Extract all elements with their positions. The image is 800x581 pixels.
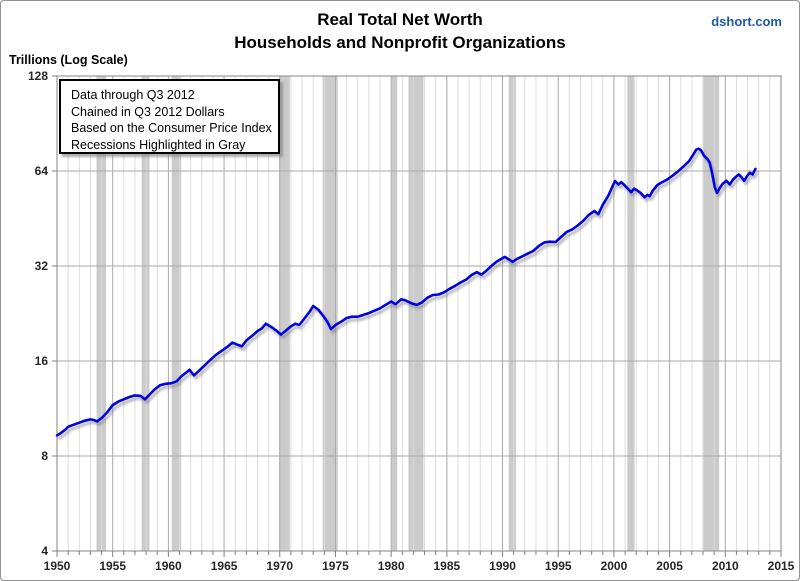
y-tick-label: 64	[35, 164, 49, 178]
x-tick-label: 1975	[322, 559, 349, 573]
recession-band	[322, 76, 338, 551]
recession-band	[702, 76, 720, 551]
recession-band	[279, 76, 290, 551]
x-tick-label: 1985	[433, 559, 460, 573]
x-tick-label: 1950	[44, 559, 71, 573]
x-tick-label: 1970	[266, 559, 293, 573]
x-tick-label: 2010	[712, 559, 739, 573]
annotation-line: Based on the Consumer Price Index	[71, 121, 272, 135]
watermark-dshort: dshort.com	[711, 14, 782, 29]
net-worth-series-line	[55, 147, 757, 437]
chart-title-block: Real Total Net Worth Households and Nonp…	[1, 8, 799, 54]
recession-band	[391, 76, 398, 551]
chart-subtitle: Households and Nonprofit Organizations	[234, 33, 566, 52]
annotation-line: Data through Q3 2012	[71, 88, 195, 102]
y-tick-label: 128	[28, 69, 48, 83]
annotation-line: Recessions Highlighted in Gray	[71, 137, 246, 152]
recession-band	[141, 76, 150, 551]
x-tick-label: 2015	[768, 559, 795, 573]
recession-band	[627, 76, 635, 551]
chart-title: Real Total Net Worth	[317, 10, 483, 29]
y-tick-label: 8	[41, 449, 48, 463]
annotation-line: Chained in Q3 2012 Dollars	[71, 104, 225, 119]
x-tick-label: 1960	[155, 559, 182, 573]
annotation-box: Data through Q3 2012 Chained in Q3 2012 …	[59, 79, 280, 154]
x-tick-label: 1965	[211, 559, 238, 573]
y-tick-label: 16	[35, 354, 49, 368]
x-tick-label: 1980	[378, 559, 405, 573]
recession-band	[171, 76, 182, 551]
y-axis-title: Trillions (Log Scale)	[9, 53, 128, 67]
recession-band	[408, 76, 424, 551]
x-tick-label: 1955	[99, 559, 126, 573]
x-tick-label: 1990	[489, 559, 516, 573]
plot-border	[56, 75, 782, 552]
x-tick-label: 2000	[601, 559, 628, 573]
x-tick-label: 1995	[545, 559, 572, 573]
y-tick-label: 4	[41, 544, 48, 558]
x-tick-label: 2005	[656, 559, 683, 573]
y-tick-label: 32	[35, 259, 49, 273]
recession-band	[508, 76, 516, 551]
